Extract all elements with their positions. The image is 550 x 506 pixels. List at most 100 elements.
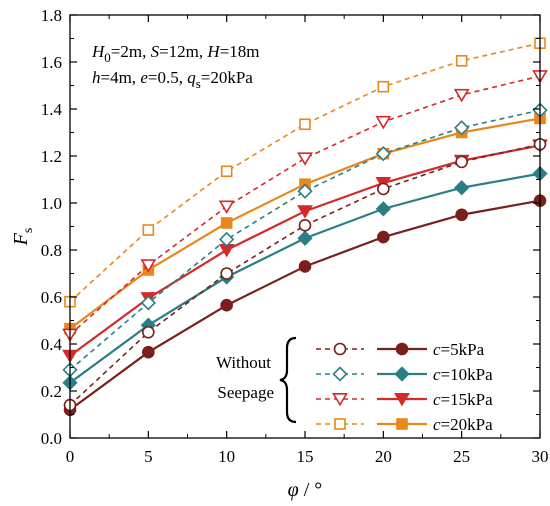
legend-label: c=15kPa (433, 390, 493, 409)
x-tick-label-15: 15 (297, 447, 314, 466)
data-point-without-seepage-c-20kpa-5 (142, 224, 155, 236)
parameter-line-1-sub-0: 0 (104, 50, 111, 65)
series-without-seepage-c-15kpa (62, 70, 548, 343)
y-tick-label-1.4: 1.4 (41, 100, 63, 119)
axes: 0 5 10 15 20 25 30 0.0 0.2 0.4 0.6 0.8 1.0 1.2 1.4 1.6 1… (10, 6, 549, 501)
series-line-seepage-c-15kpa (69, 144, 541, 357)
legend-item-seepage-3: c=20kPa (377, 415, 493, 434)
data-point-seepage-c-5kpa-10 (220, 298, 233, 312)
parameter-line-1-val-1: =12m, (159, 42, 207, 61)
legend-item-seepage-1: c=10kPa (377, 365, 493, 384)
data-point-without-seepage-c-20kpa-15 (299, 118, 311, 131)
parameter-line-2-sym-0: h (92, 68, 101, 87)
legend-marker (332, 392, 348, 407)
parameter-line-1-sym-0: H (91, 42, 106, 61)
data-point-without-seepage-c-5kpa-10 (220, 267, 233, 280)
legend-label: c=10kPa (433, 365, 493, 384)
data-point-without-seepage-c-10kpa-15 (297, 183, 313, 199)
data-point-seepage-c-10kpa-25 (454, 180, 470, 196)
legend-marker (334, 418, 346, 430)
y-tick-label-0.2: 0.2 (41, 382, 62, 401)
y-axis-symbol: F (10, 232, 32, 246)
legend-marker (395, 342, 409, 356)
y-tick-label-0.4: 0.4 (41, 335, 63, 354)
y-tick-label-1.6: 1.6 (41, 53, 62, 72)
legend-label-value: =10kPa (441, 365, 494, 384)
parameter-line-2-val-1: =0.5, (148, 68, 187, 87)
legend-item-without-seepage-2 (316, 392, 364, 407)
legend-label-symbol: c (433, 415, 441, 434)
y-tick-label-1.0: 1.0 (41, 194, 62, 213)
y-tick-label-1.8: 1.8 (41, 6, 62, 25)
data-point-without-seepage-c-10kpa-10 (219, 231, 235, 248)
legend-marker (333, 342, 347, 356)
data-point-seepage-c-10kpa-15 (297, 230, 313, 246)
legend-label-value: =5kPa (441, 340, 485, 359)
data-point-seepage-c-15kpa-15 (297, 205, 313, 219)
data-point-without-seepage-c-20kpa-25 (455, 55, 468, 67)
legend-marker (394, 366, 410, 382)
data-point-without-seepage-c-20kpa-10 (220, 165, 233, 178)
data-point-without-seepage-c-5kpa-5 (142, 325, 155, 339)
legend-label-symbol: c (433, 340, 441, 359)
data-point-without-seepage-c-5kpa-20 (377, 182, 390, 196)
x-tick-label-5: 5 (144, 447, 153, 466)
legend-item-without-seepage-3 (316, 418, 364, 430)
data-point-seepage-c-5kpa-25 (455, 208, 468, 222)
parameter-line-2-val-2: =20kPa (201, 68, 254, 87)
data-point-without-seepage-c-5kpa-15 (298, 219, 312, 232)
data-point-without-seepage-c-15kpa-25 (453, 88, 470, 103)
data-point-without-seepage-c-10kpa-25 (454, 120, 470, 136)
legend-label-symbol: c (433, 365, 441, 384)
parameter-line-1: H0=2m, S=12m, H=18m (91, 42, 260, 65)
parameter-line-1-sym-1: S (151, 42, 160, 61)
x-axis-title: φ / ° (288, 479, 323, 501)
x-tick-label-20: 20 (375, 447, 392, 466)
legend-label: c=5kPa (433, 340, 485, 359)
data-point-without-seepage-c-10kpa-5 (140, 295, 156, 311)
data-point-without-seepage-c-15kpa-20 (375, 115, 392, 130)
legend-item-seepage-2: c=15kPa (377, 390, 493, 409)
legend-label-value: =20kPa (441, 415, 494, 434)
legend-label: c=20kPa (433, 415, 493, 434)
y-axis-subscript: s (21, 228, 36, 233)
legend-label-symbol: c (433, 390, 441, 409)
legend-label-value: =15kPa (441, 390, 494, 409)
legend-item-without-seepage-0 (316, 342, 364, 356)
y-tick-label-0.8: 0.8 (41, 241, 62, 260)
series-without-seepage-c-10kpa (62, 102, 548, 378)
data-point-without-seepage-c-5kpa-25 (455, 155, 468, 169)
parameter-line-2-sym-2: q (187, 68, 196, 87)
data-point-seepage-c-20kpa-10 (220, 217, 233, 229)
parameter-line-2-sym-1: e (140, 68, 148, 87)
data-point-seepage-c-5kpa-5 (142, 345, 155, 359)
data-point-without-seepage-c-15kpa-5 (140, 259, 157, 273)
legend-item-without-seepage-1 (316, 366, 364, 382)
legend-brace (279, 336, 297, 424)
series-seepage-c-15kpa (62, 139, 548, 364)
legend-marker (396, 418, 408, 430)
legend-item-seepage-0: c=5kPa (377, 340, 485, 359)
y-tick-label-0.0: 0.0 (41, 429, 62, 448)
y-axis-title: Fs (10, 228, 36, 247)
y-tick-label-0.6: 0.6 (41, 288, 62, 307)
data-point-seepage-c-5kpa-20 (377, 230, 390, 244)
parameter-line-1-val-0: =2m, (111, 42, 151, 61)
data-point-without-seepage-c-10kpa-20 (375, 146, 391, 162)
y-tick-label-1.2: 1.2 (41, 147, 62, 166)
parameter-line-1-val-2: =18m (220, 42, 260, 61)
data-point-seepage-c-10kpa-20 (375, 201, 391, 217)
x-tick-label-25: 25 (453, 447, 470, 466)
legend-marker (332, 366, 348, 382)
data-point-without-seepage-c-15kpa-15 (297, 152, 313, 166)
data-point-without-seepage-c-20kpa-20 (377, 80, 390, 93)
parameter-line-2-val-0: =4m, (101, 68, 141, 87)
data-point-seepage-c-5kpa-15 (298, 260, 312, 273)
legend-group-label-line-1: Without (216, 353, 271, 372)
x-axis-symbol: φ (288, 479, 299, 501)
parameter-line-2: h=4m, e=0.5, qs=20kPa (92, 68, 253, 91)
parameter-line-1-sym-2: H (206, 42, 221, 61)
x-axis-unit: / ° (299, 479, 323, 501)
